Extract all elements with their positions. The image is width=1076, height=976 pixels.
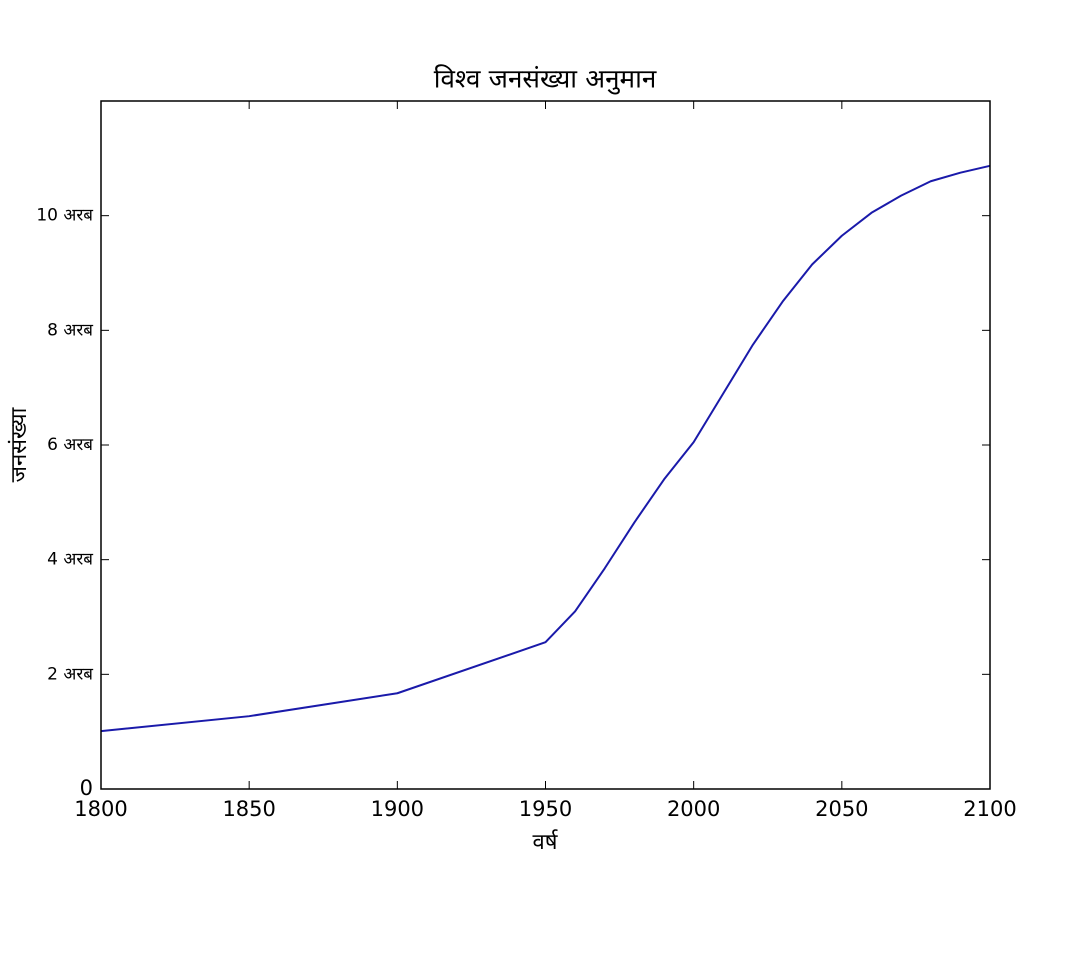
x-tick-label: 2100 — [963, 797, 1016, 821]
x-tick-label: 2000 — [667, 797, 720, 821]
y-axis-label: जनसंख्या — [7, 407, 32, 482]
x-tick-label: 1950 — [519, 797, 572, 821]
y-tick-label: 10 अरब — [36, 206, 93, 226]
x-tick-label: 1900 — [371, 797, 424, 821]
y-tick-label: 8 अरब — [47, 320, 93, 340]
y-tick-label: 4 अरब — [47, 550, 93, 570]
y-tick-label: 6 अरब — [47, 435, 93, 455]
x-tick-label: 1850 — [222, 797, 275, 821]
plot-frame — [100, 100, 991, 790]
line — [100, 164, 991, 733]
x-tick-label: 1800 — [74, 797, 127, 821]
x-axis-label: वर्ष — [533, 829, 559, 855]
y-tick-label: 0 — [80, 776, 93, 800]
y-tick-label: 2 अरब — [47, 664, 93, 684]
chart-title: विश्व जनसंख्या अनुमान — [434, 64, 657, 95]
x-tick-label: 2050 — [815, 797, 868, 821]
